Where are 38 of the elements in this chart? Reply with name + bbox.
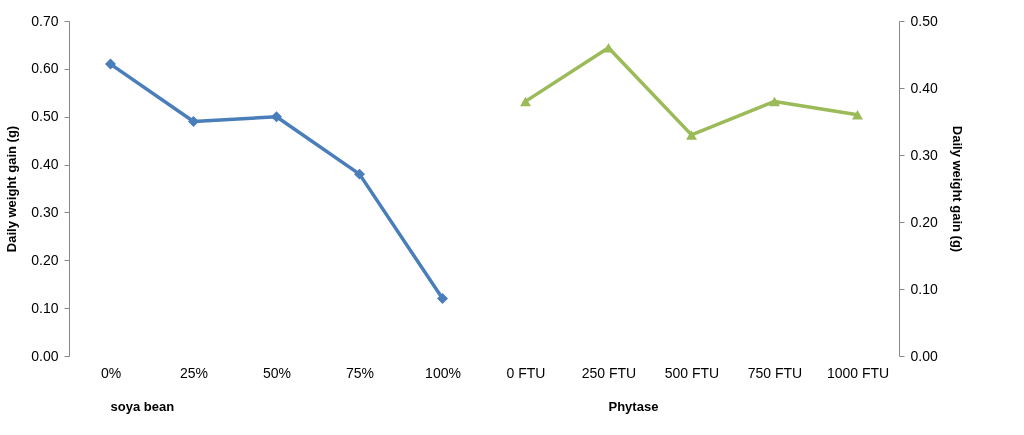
x-tick-label: 500 FTU	[664, 364, 720, 381]
y-tick-label: 0.30	[31, 203, 59, 220]
y2-tick-label: 0.30	[910, 146, 938, 163]
point	[603, 43, 614, 53]
y-tick-label: 0.60	[31, 60, 59, 77]
y2-tick-label: 0.50	[910, 12, 938, 29]
y-tick-label: 0.20	[31, 251, 59, 268]
x-tick-label: 1000 FTU	[826, 364, 890, 381]
point	[769, 96, 780, 107]
y2-tick-label: 0.10	[910, 280, 938, 297]
point	[354, 168, 365, 180]
point	[520, 96, 531, 107]
x-tick-label: 0%	[100, 364, 122, 381]
y2-axis-title: Daily weight gain (g)	[949, 125, 965, 253]
x-tick-label: 50%	[262, 364, 292, 381]
y-tick-label: 0.70	[31, 12, 59, 29]
point	[686, 130, 697, 140]
point	[852, 110, 863, 120]
x-tick-label: 750 FTU	[747, 364, 803, 381]
x-tick-label: 75%	[345, 364, 375, 381]
text: Phytase	[608, 399, 659, 414]
text: soya bean	[110, 399, 175, 414]
x-tick-label: 100%	[425, 364, 461, 381]
y-tick-label: 0.10	[31, 299, 59, 316]
point	[105, 58, 116, 70]
y2-tick-label: 0.20	[910, 213, 938, 230]
point	[188, 116, 199, 127]
x-tick-label: 0 FTU	[506, 364, 546, 381]
x-tick-label: 25%	[179, 364, 209, 381]
point	[437, 293, 448, 305]
y-tick-label: 0.40	[31, 156, 59, 173]
x-tick-label: 250 FTU	[581, 364, 637, 381]
y-tick-label: 0.00	[31, 347, 59, 364]
y-axis-title: Daily weight gain (g)	[4, 125, 20, 253]
point	[271, 111, 282, 123]
y-tick-label: 0.50	[31, 108, 59, 125]
y2-tick-label: 0.00	[910, 347, 938, 364]
y2-tick-label: 0.40	[910, 79, 938, 96]
